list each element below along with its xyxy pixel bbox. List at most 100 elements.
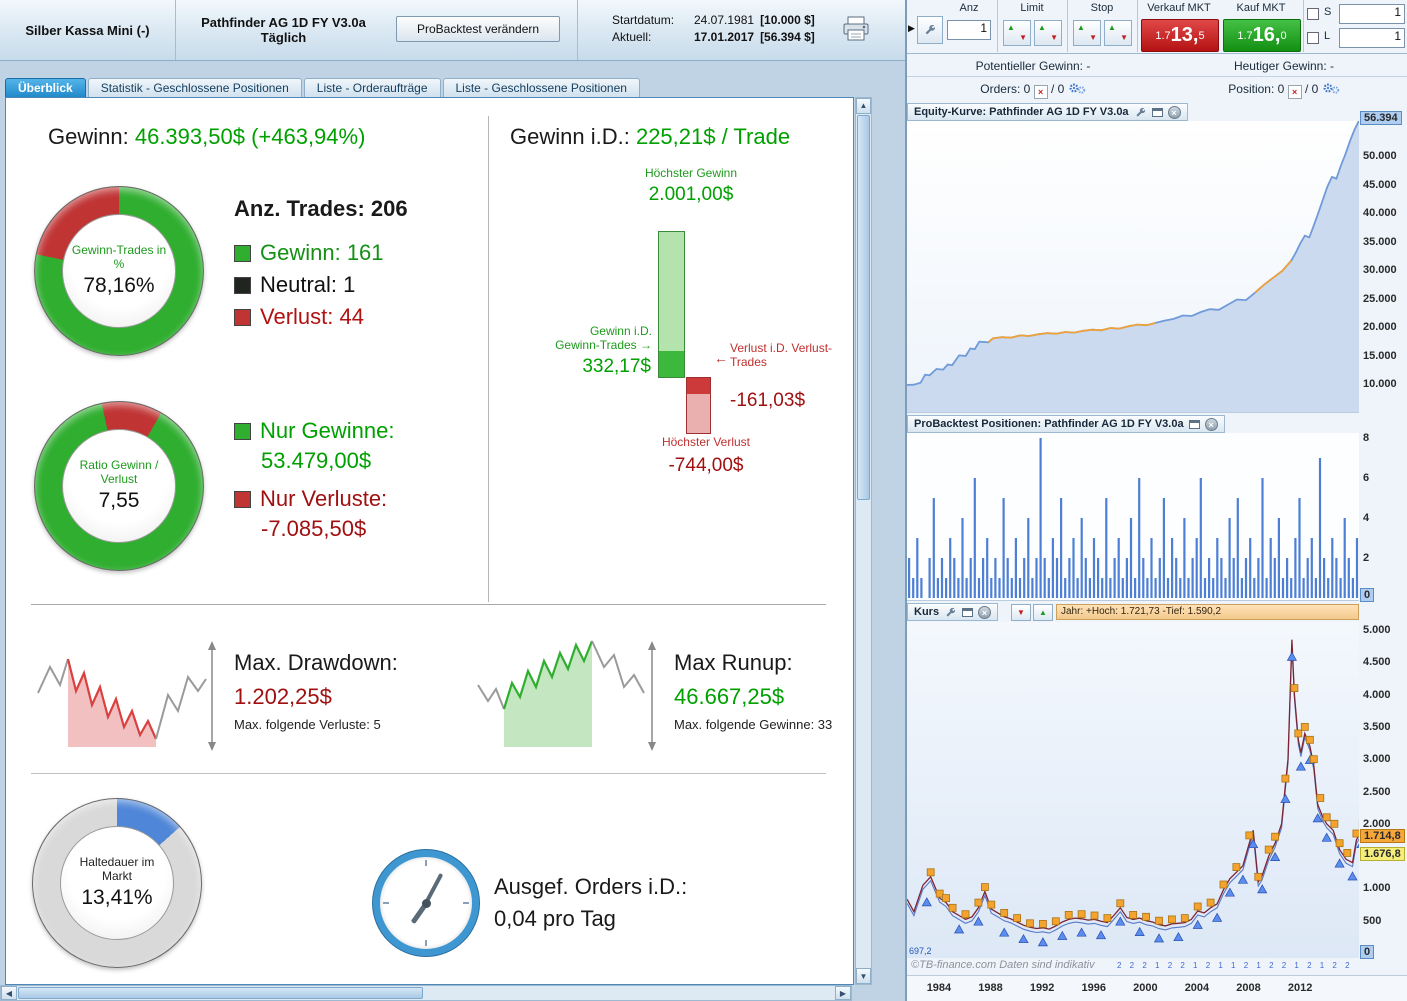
positions-chart-title: ProBacktest Positionen: Pathfinder AG 1D… [914, 418, 1184, 430]
axis-label: 3.500 [1363, 720, 1391, 733]
strategy-timeframe: Täglich [260, 30, 307, 45]
anz-label: Anz [959, 2, 979, 14]
anz-input[interactable]: 1 [947, 20, 991, 40]
scroll-left-button[interactable]: ◀ [1, 986, 17, 1000]
tab-ueberblick[interactable]: Überblick [5, 78, 86, 98]
section-divider [31, 773, 826, 774]
up-arrow-icon: ▲ [1038, 23, 1046, 32]
trading-panel: ▶ Anz 1 Limit ▲ ▼ ▲ ▼ Stop ▲ ▼ ▲ ▼ Verkauf M… [905, 0, 1407, 1001]
kurs-tick-row: 2 2 2 1 2 2 1 2 1 1 2 1 2 2 1 2 1 2 2 1 … [1117, 961, 1357, 970]
positions-chart[interactable] [907, 433, 1359, 601]
donut-ratio: Ratio Gewinn / Verlust 7,55 [34, 401, 204, 571]
tab-liste-geschlossene-positionen[interactable]: Liste - Geschlossene Positionen [442, 78, 640, 98]
orders-gear-icon[interactable] [1068, 82, 1086, 95]
donut-center: Gewinn-Trades in % 78,16% [62, 214, 176, 328]
probacktest-edit-button[interactable]: ProBacktest verändern [396, 16, 560, 42]
vertical-scrollbar[interactable]: ▲ ▼ [855, 97, 872, 985]
scroll-down-button[interactable]: ▼ [856, 968, 871, 984]
x-axis-label: 2000 [1133, 982, 1158, 994]
current-date-value: 17.01.2017 [694, 30, 755, 44]
axis-label: 40.000 [1363, 207, 1397, 219]
buy-market-button[interactable]: 1.7 16, 0 [1223, 19, 1301, 52]
donut-haltedauer-value: 13,41% [81, 886, 153, 910]
scroll-up-button[interactable]: ▲ [856, 98, 871, 114]
axis-label: 3.000 [1363, 753, 1391, 766]
verlust-bar [686, 377, 711, 434]
limit-sell-order-button[interactable]: ▲ ▼ [1034, 20, 1062, 46]
kurs-x-axis: 1984 1988 1992 1996 2000 2004 2008 2012 [907, 975, 1407, 1001]
stop-label: Stop [1090, 2, 1114, 14]
limit-buy-order-button[interactable]: ▲ ▼ [1003, 20, 1031, 46]
runup-mini-chart [476, 633, 661, 753]
tab-liste-orderauftraege[interactable]: Liste - Orderaufträge [303, 78, 441, 98]
verkauf-mkt-label: Verkauf MKT [1147, 2, 1211, 14]
legend-square-gewinn [234, 245, 251, 262]
axis-label: 20.000 [1363, 321, 1397, 333]
stop-sell-order-button[interactable]: ▲ ▼ [1104, 20, 1132, 46]
x-axis-label: 1984 [926, 982, 952, 994]
close-position-icon[interactable]: × [1287, 85, 1302, 99]
horizontal-scrollbar-thumb[interactable] [18, 987, 423, 999]
donut-gewinn-trades: Gewinn-Trades in % 78,16% [34, 186, 204, 356]
restore-window-icon[interactable] [1188, 419, 1200, 429]
kauf-mkt-label: Kauf MKT [1236, 2, 1286, 14]
verlust-id-trades-value: -161,03$ [730, 390, 806, 411]
donut-haltedauer: Haltedauer im Markt 13,41% [32, 798, 202, 968]
legend-item-verlust: Verlust: 44 [234, 304, 364, 330]
axis-label: 45.000 [1363, 178, 1397, 191]
vertical-scrollbar-thumb[interactable] [857, 115, 870, 500]
panel-expand-arrow[interactable]: ▶ [908, 23, 915, 33]
scroll-right-button[interactable]: ▶ [835, 986, 851, 1000]
verlust-arrow: ← [714, 350, 728, 366]
current-capital: [56.394 $] [760, 30, 815, 44]
legend-label-verlust: Verlust: 44 [260, 304, 364, 329]
tab-statistik-geschlossene-positionen[interactable]: Statistik - Geschlossene Positionen [87, 78, 302, 98]
backtest-dates: Startdatum: 24.07.1981 [10.000 $] Aktuel… [612, 12, 815, 46]
restore-window-icon[interactable] [962, 607, 974, 617]
axis-label: 25.000 [1363, 292, 1397, 305]
buy-price-main: 16, [1252, 24, 1281, 46]
restore-window-icon[interactable] [1151, 107, 1163, 117]
print-icon[interactable] [842, 16, 870, 47]
horizontal-scrollbar[interactable]: ◀ ▶ [0, 985, 852, 1001]
stop-buy-order-button[interactable]: ▲ ▼ [1073, 20, 1101, 46]
cancel-orders-icon[interactable]: × [1033, 85, 1048, 99]
buy-marker-button[interactable]: ▲ [1033, 604, 1053, 621]
gewinn-id-label: Gewinn i.D.: [510, 124, 630, 149]
wrench-icon [925, 24, 935, 35]
limit-checkbox[interactable] [1307, 32, 1319, 44]
gewinn-id-summary: Gewinn i.D.: 225,21$ / Trade [510, 124, 790, 150]
equity-chart-titlebar: Equity-Kurve: Pathfinder AG 1D FY V3.0a … [907, 103, 1188, 121]
s-input[interactable]: 1 [1339, 4, 1405, 24]
limit-label: Limit [1020, 2, 1044, 14]
buy-price-prefix: 1.7 [1237, 29, 1253, 42]
kurs-chart[interactable] [907, 622, 1359, 958]
close-icon[interactable]: × [978, 605, 992, 619]
nur-gewinne-value: 53.479,00$ [261, 448, 372, 473]
x-axis-label: 1996 [1081, 982, 1106, 994]
position-status: Position: 0 × / 0 [1159, 82, 1407, 99]
legend-label-neutral: Neutral: 1 [260, 272, 356, 297]
ausgef-orders-value: 0,04 pro Tag [494, 906, 616, 931]
axis-label: 8 [1363, 432, 1370, 444]
clock-tick [463, 902, 469, 904]
axis-label: 30.000 [1363, 264, 1397, 276]
wrench-icon[interactable] [1134, 106, 1147, 119]
close-icon[interactable]: × [1204, 417, 1218, 431]
stop-checkbox[interactable] [1307, 8, 1319, 20]
runup-label: Max Runup: [674, 650, 793, 675]
wrench-icon[interactable] [944, 606, 957, 619]
order-settings-button[interactable] [917, 16, 943, 44]
backtest-header: Silber Kassa Mini (-) Pathfinder AG 1D F… [0, 0, 905, 61]
sell-marker-button[interactable]: ▼ [1011, 604, 1031, 621]
overview-panel: Gewinn: 46.393,50$ (+463,94%) Gewinn i.D… [5, 97, 854, 985]
position-gear-icon[interactable] [1322, 82, 1340, 95]
equity-chart[interactable] [907, 121, 1359, 413]
l-input[interactable]: 1 [1339, 28, 1405, 48]
x-axis-label: 1992 [1029, 982, 1055, 994]
kurs-y-axis: 5.000 4.500 4.000 3.500 3.000 2.500 2.000 1.714… [1359, 622, 1407, 959]
sell-market-button[interactable]: 1.7 13, 5 [1141, 19, 1219, 52]
x-axis-label: 2012 [1287, 982, 1313, 994]
order-separator [1137, 0, 1138, 52]
close-icon[interactable]: × [1167, 105, 1181, 119]
